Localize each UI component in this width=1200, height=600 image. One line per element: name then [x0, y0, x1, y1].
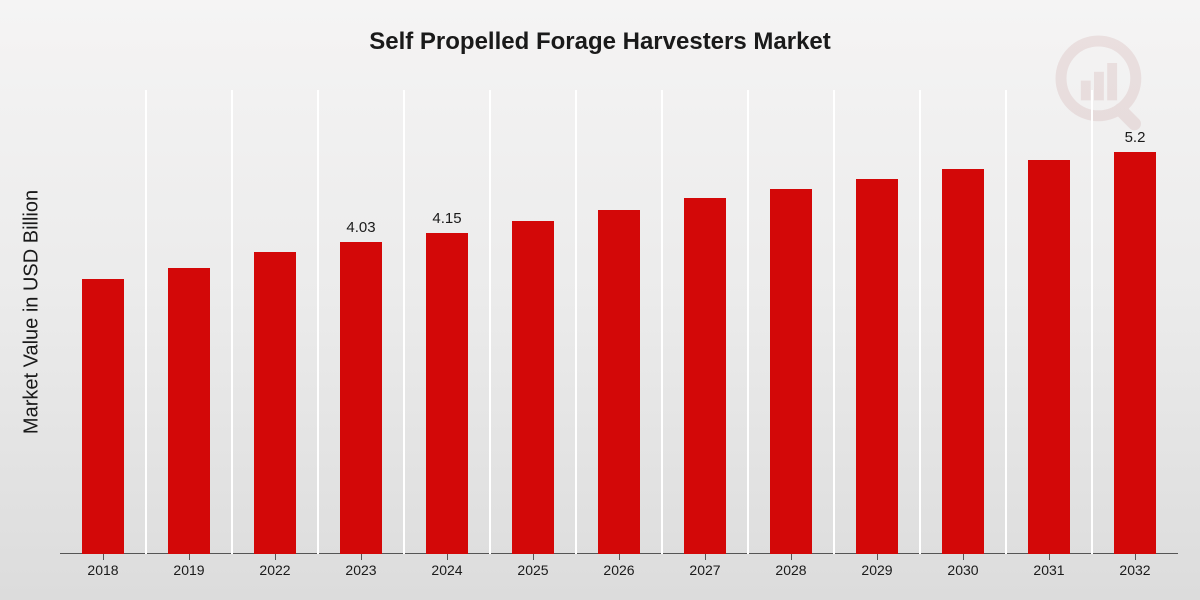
- x-tick-label: 2025: [517, 562, 548, 578]
- bar: [254, 252, 295, 554]
- x-tick-label: 2032: [1119, 562, 1150, 578]
- grid-line: [833, 90, 835, 554]
- grid-line: [145, 90, 147, 554]
- x-tick-label: 2024: [431, 562, 462, 578]
- y-axis-label: Market Value in USD Billion: [21, 190, 44, 434]
- grid-line: [575, 90, 577, 554]
- bar-value-label: 4.15: [432, 210, 461, 227]
- x-tick-mark: [705, 554, 706, 560]
- bar: [168, 268, 209, 554]
- grid-line: [489, 90, 491, 554]
- bar: [1028, 160, 1069, 554]
- bar: [1114, 152, 1155, 554]
- x-tick-label: 2029: [861, 562, 892, 578]
- chart-title: Self Propelled Forage Harvesters Market: [0, 28, 1200, 56]
- bar: [512, 221, 553, 554]
- bar: [856, 179, 897, 554]
- x-tick-label: 2022: [259, 562, 290, 578]
- x-tick-mark: [275, 554, 276, 560]
- x-tick-mark: [791, 554, 792, 560]
- x-tick-mark: [963, 554, 964, 560]
- bar: [340, 242, 381, 554]
- bar: [770, 189, 811, 554]
- plot-area: 2018201920224.0320234.152024202520262027…: [60, 90, 1178, 554]
- y-axis-label-container: Market Value in USD Billion: [12, 0, 52, 600]
- grid-line: [919, 90, 921, 554]
- x-tick-mark: [619, 554, 620, 560]
- x-tick-mark: [1135, 554, 1136, 560]
- x-tick-mark: [1049, 554, 1050, 560]
- grid-line: [661, 90, 663, 554]
- x-tick-mark: [877, 554, 878, 560]
- bar: [942, 169, 983, 554]
- x-tick-label: 2018: [87, 562, 118, 578]
- x-tick-mark: [189, 554, 190, 560]
- grid-line: [403, 90, 405, 554]
- grid-line: [1091, 90, 1093, 554]
- x-tick-label: 2030: [947, 562, 978, 578]
- bar: [684, 198, 725, 554]
- bar: [82, 279, 123, 554]
- x-tick-mark: [361, 554, 362, 560]
- grid-line: [747, 90, 749, 554]
- grid-line: [1005, 90, 1007, 554]
- x-tick-label: 2026: [603, 562, 634, 578]
- grid-line: [317, 90, 319, 554]
- x-tick-label: 2019: [173, 562, 204, 578]
- x-tick-label: 2023: [345, 562, 376, 578]
- x-tick-mark: [103, 554, 104, 560]
- x-tick-label: 2028: [775, 562, 806, 578]
- bar-value-label: 4.03: [346, 219, 375, 236]
- x-tick-mark: [447, 554, 448, 560]
- x-tick-mark: [533, 554, 534, 560]
- bar: [426, 233, 467, 554]
- bar: [598, 210, 639, 554]
- x-tick-label: 2031: [1033, 562, 1064, 578]
- x-tick-label: 2027: [689, 562, 720, 578]
- bar-value-label: 5.2: [1125, 129, 1146, 146]
- grid-line: [231, 90, 233, 554]
